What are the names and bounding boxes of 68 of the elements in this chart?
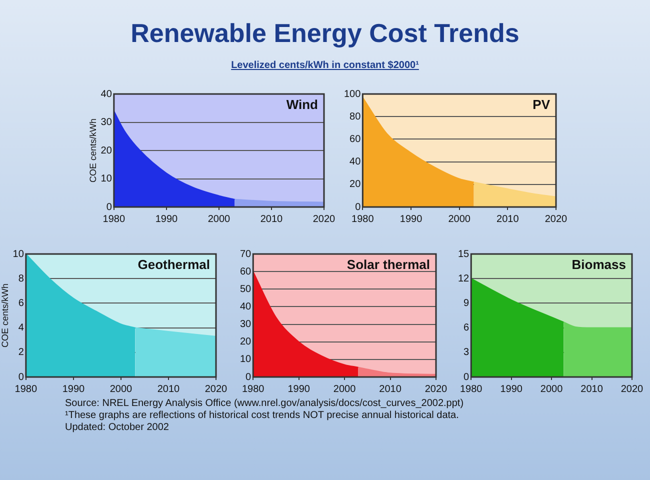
- y-tick-label: 40: [350, 156, 362, 168]
- y-tick-label: 8: [18, 273, 24, 284]
- x-tick-label: 1980: [14, 384, 38, 395]
- y-tick-label: 100: [344, 88, 362, 100]
- y-axis-title: COE cents/kWh: [88, 118, 98, 183]
- x-tick-label: 2020: [620, 384, 644, 395]
- x-tick-label: 2000: [540, 384, 564, 395]
- y-tick-label: 40: [240, 301, 252, 312]
- text: Updated: October 2002: [65, 422, 169, 433]
- x-tick-label: 1990: [288, 384, 310, 395]
- y-tick-label: 2: [18, 347, 24, 358]
- y-tick-label: 20: [100, 145, 112, 156]
- y-tick-label: 12: [458, 273, 470, 284]
- x-tick-label: 2010: [157, 384, 180, 395]
- y-tick-label: 4: [18, 322, 24, 334]
- x-tick-label: 1990: [62, 384, 85, 395]
- y-tick-label: 60: [350, 134, 362, 145]
- text: Levelized cents/kWh in constant $2000¹: [230, 60, 420, 71]
- x-tick-label: 2010: [580, 384, 604, 395]
- y-tick-label: 6: [18, 298, 24, 309]
- y-axis-title: COE cents/kWh: [0, 283, 10, 348]
- y-tick-label: 0: [464, 372, 470, 383]
- x-tick-label: 2000: [333, 384, 356, 395]
- y-tick-label: 0: [106, 202, 112, 213]
- chart-title: Biomass: [572, 257, 626, 272]
- chart-title: Geothermal: [138, 257, 210, 272]
- y-tick-label: 0: [355, 202, 362, 213]
- x-tick-label: 2010: [496, 214, 520, 225]
- x-tick-label: 2020: [204, 384, 228, 395]
- text: Renewable Energy Cost Trends: [130, 18, 520, 49]
- y-tick-label: 20: [240, 336, 252, 348]
- y-tick-label: 15: [458, 248, 470, 260]
- y-tick-label: 50: [240, 284, 252, 295]
- x-tick-label: 2000: [448, 214, 471, 225]
- x-tick-label: 1980: [102, 214, 126, 225]
- y-tick-label: 9: [464, 298, 470, 309]
- x-tick-label: 2000: [208, 214, 231, 225]
- y-tick-label: 3: [464, 347, 470, 358]
- x-tick-label: 1990: [500, 384, 523, 395]
- y-tick-label: 6: [464, 322, 470, 334]
- x-tick-label: 2020: [424, 384, 448, 395]
- chart-title: Wind: [286, 97, 318, 112]
- text: ¹These graphs are reflections of historical cost trends NOT precise annual historical data.: [65, 410, 459, 421]
- y-tick-label: 10: [100, 174, 112, 184]
- x-tick-label: 2020: [312, 214, 336, 225]
- x-tick-label: 2020: [544, 214, 568, 225]
- y-tick-label: 30: [240, 319, 252, 330]
- x-tick-label: 1980: [460, 384, 483, 395]
- y-tick-label: 10: [240, 354, 252, 366]
- y-tick-label: 0: [18, 372, 24, 383]
- x-tick-label: 1990: [400, 214, 423, 225]
- y-tick-label: 10: [12, 248, 24, 260]
- y-tick-label: 70: [240, 248, 252, 260]
- x-tick-label: 1980: [352, 214, 374, 225]
- x-tick-label: 1980: [242, 384, 265, 395]
- x-tick-label: 1990: [155, 214, 178, 225]
- y-tick-label: 80: [350, 111, 362, 122]
- chart-title: Solar thermal: [346, 257, 430, 272]
- y-tick-label: 20: [350, 179, 362, 190]
- y-tick-label: 30: [100, 117, 112, 128]
- y-tick-label: 0: [246, 372, 252, 383]
- source-note: Source: NREL Energy Analysis Office (www.nrel.gov/analysis/docs/cost_curves_2002.ppt): [65, 398, 464, 409]
- y-tick-label: 40: [100, 88, 112, 100]
- x-tick-label: 2010: [379, 384, 402, 395]
- x-tick-label: 2010: [260, 214, 284, 225]
- y-tick-label: 60: [240, 266, 252, 278]
- x-tick-label: 2000: [110, 384, 133, 395]
- chart-title: PV: [532, 97, 550, 112]
